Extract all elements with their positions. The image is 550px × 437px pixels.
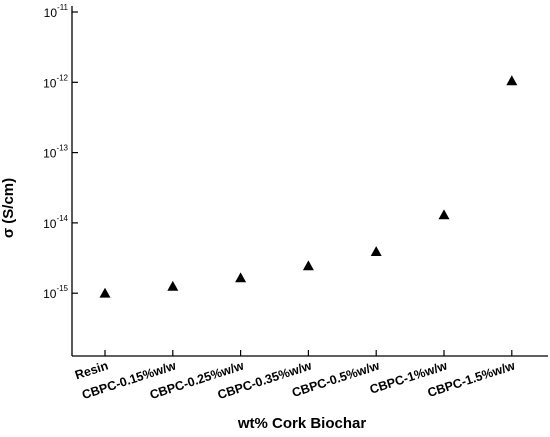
y-axis-ticks: 10-15 10-14 10-13 10-12 10-11 bbox=[43, 3, 78, 301]
x-axis-ticks: ResinCBPC-0.15%w/wCBPC-0.25%w/wCBPC-0.35… bbox=[73, 350, 517, 402]
y-tick-label: 10-14 bbox=[43, 214, 68, 231]
data-point-triangle bbox=[235, 272, 247, 283]
y-tick-label: 10-15 bbox=[43, 284, 68, 301]
data-point-triangle bbox=[302, 260, 314, 271]
data-point-triangle bbox=[370, 246, 382, 257]
data-points bbox=[99, 75, 518, 298]
x-axis-title: wt% Cork Biochar bbox=[237, 415, 367, 432]
data-point-triangle bbox=[99, 287, 111, 298]
y-axis-title: σ (S/cm) bbox=[0, 178, 17, 238]
y-tick-label: 10-11 bbox=[44, 3, 69, 20]
data-point-triangle bbox=[438, 209, 450, 220]
data-point-triangle bbox=[167, 280, 179, 291]
y-tick-label: 10-12 bbox=[43, 73, 68, 90]
data-point-triangle bbox=[506, 75, 518, 86]
x-tick-label: Resin bbox=[73, 359, 110, 383]
plot-axes bbox=[71, 6, 548, 357]
y-tick-label: 10-13 bbox=[43, 144, 68, 161]
